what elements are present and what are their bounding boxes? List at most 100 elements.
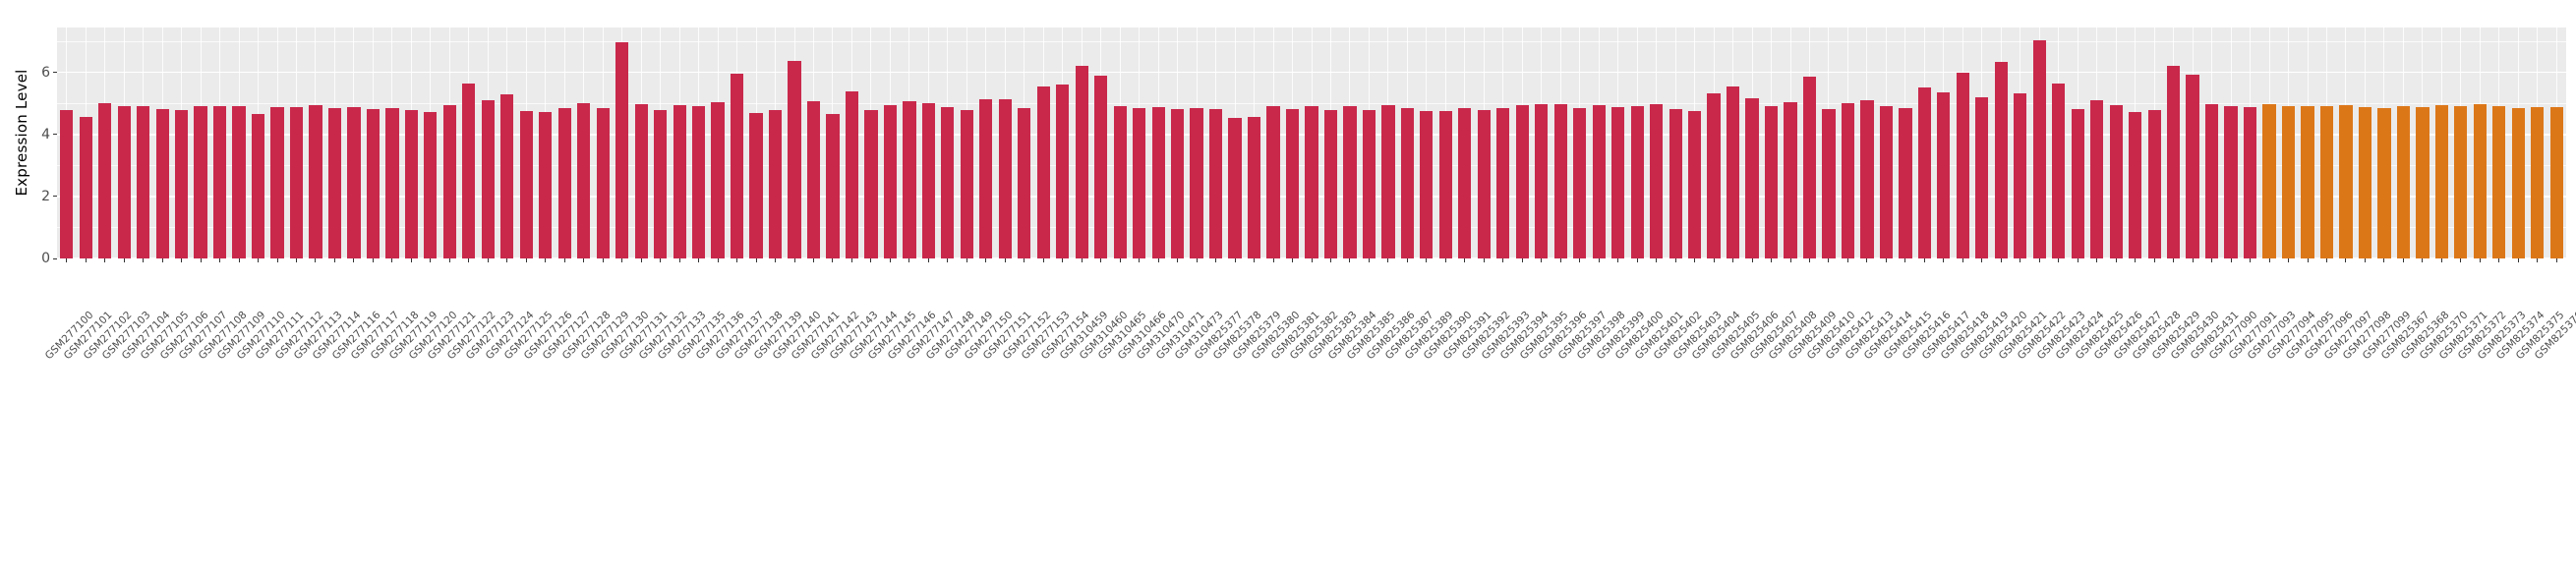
bar[interactable] <box>1553 103 1567 258</box>
bar[interactable] <box>1190 108 1203 258</box>
bar[interactable] <box>519 111 533 258</box>
bar[interactable] <box>711 102 725 258</box>
bar[interactable] <box>2129 112 2142 258</box>
bar[interactable] <box>2454 106 2468 258</box>
bar[interactable] <box>673 105 686 258</box>
bar[interactable] <box>117 106 131 258</box>
bar[interactable] <box>347 107 361 258</box>
bar[interactable] <box>1726 86 1740 258</box>
bar[interactable] <box>366 108 381 258</box>
bar[interactable] <box>2377 107 2391 258</box>
bar[interactable] <box>749 112 763 258</box>
bar[interactable] <box>1611 107 1625 258</box>
bar[interactable] <box>270 107 284 258</box>
bar[interactable] <box>2473 104 2487 258</box>
bar[interactable] <box>212 105 227 258</box>
bar[interactable] <box>1956 73 1969 258</box>
bar[interactable] <box>1496 108 1510 258</box>
bar[interactable] <box>1707 92 1721 258</box>
bar[interactable] <box>2339 104 2353 258</box>
bar[interactable] <box>1305 105 1318 258</box>
bar[interactable] <box>2167 66 2181 258</box>
bar[interactable] <box>385 108 399 258</box>
bar[interactable] <box>634 104 648 258</box>
bar[interactable] <box>1247 116 1261 258</box>
bar[interactable] <box>1018 108 1031 258</box>
bar[interactable] <box>2262 104 2276 258</box>
bar[interactable] <box>424 112 438 258</box>
bar[interactable] <box>1994 62 2008 258</box>
bar[interactable] <box>1343 105 1357 258</box>
bar[interactable] <box>539 112 553 258</box>
bar[interactable] <box>2224 105 2238 258</box>
bar[interactable] <box>691 106 706 258</box>
bar[interactable] <box>1133 108 1146 258</box>
bar[interactable] <box>806 101 821 258</box>
bar[interactable] <box>2243 107 2257 258</box>
bar[interactable] <box>864 110 878 258</box>
bar[interactable] <box>826 113 840 258</box>
bar[interactable] <box>2186 75 2199 258</box>
bar[interactable] <box>442 105 456 258</box>
bar[interactable] <box>1400 108 1414 258</box>
bar[interactable] <box>557 108 571 258</box>
bar[interactable] <box>1323 109 1338 258</box>
bar[interactable] <box>998 98 1012 258</box>
bar[interactable] <box>1784 102 1797 258</box>
bar[interactable] <box>1438 111 1452 258</box>
bar[interactable] <box>1094 75 1108 258</box>
bar[interactable] <box>309 104 322 258</box>
bar[interactable] <box>1036 86 1050 258</box>
bar[interactable] <box>1113 105 1127 258</box>
bar[interactable] <box>2319 105 2334 258</box>
bar[interactable] <box>1208 108 1223 258</box>
bar[interactable] <box>194 105 207 258</box>
bar[interactable] <box>2204 103 2219 258</box>
bar[interactable] <box>175 110 189 258</box>
bar[interactable] <box>768 110 783 258</box>
bar[interactable] <box>788 61 801 258</box>
bar[interactable] <box>654 109 668 258</box>
bar[interactable] <box>1075 66 1088 258</box>
bar[interactable] <box>1687 111 1702 258</box>
bar[interactable] <box>1592 105 1606 258</box>
bar[interactable] <box>2531 106 2545 258</box>
bar[interactable] <box>941 106 955 258</box>
bar[interactable] <box>289 106 304 258</box>
bar[interactable] <box>232 105 246 258</box>
bar[interactable] <box>1362 109 1376 258</box>
bar[interactable] <box>960 109 973 258</box>
bar[interactable] <box>1841 103 1855 258</box>
bar[interactable] <box>2511 107 2525 258</box>
bar[interactable] <box>2549 107 2563 258</box>
bar[interactable] <box>2109 104 2123 258</box>
bar[interactable] <box>327 108 342 258</box>
bar[interactable] <box>155 108 169 258</box>
bar[interactable] <box>2492 105 2506 258</box>
bar[interactable] <box>1802 76 1817 258</box>
bar[interactable] <box>903 101 916 258</box>
bar[interactable] <box>1975 96 1989 258</box>
bar[interactable] <box>730 74 744 258</box>
bar[interactable] <box>1899 108 1912 258</box>
bar[interactable] <box>1822 108 1836 258</box>
bar[interactable] <box>2090 100 2104 258</box>
bar[interactable] <box>921 103 935 258</box>
bar[interactable] <box>1535 104 1549 258</box>
bar[interactable] <box>98 103 112 258</box>
bar[interactable] <box>2434 104 2448 258</box>
bar[interactable] <box>1764 105 1779 258</box>
bar[interactable] <box>1573 108 1587 258</box>
bar[interactable] <box>2071 108 2084 258</box>
bar[interactable] <box>137 105 150 258</box>
bar[interactable] <box>1515 105 1529 258</box>
bar[interactable] <box>2358 107 2372 258</box>
bar[interactable] <box>1228 117 1242 258</box>
bar[interactable] <box>979 98 993 258</box>
bar[interactable] <box>2147 109 2161 258</box>
bar[interactable] <box>1458 107 1472 258</box>
bar[interactable] <box>2032 39 2046 258</box>
bar[interactable] <box>2396 105 2411 258</box>
bar[interactable] <box>2301 106 2314 258</box>
bar[interactable] <box>79 116 92 258</box>
